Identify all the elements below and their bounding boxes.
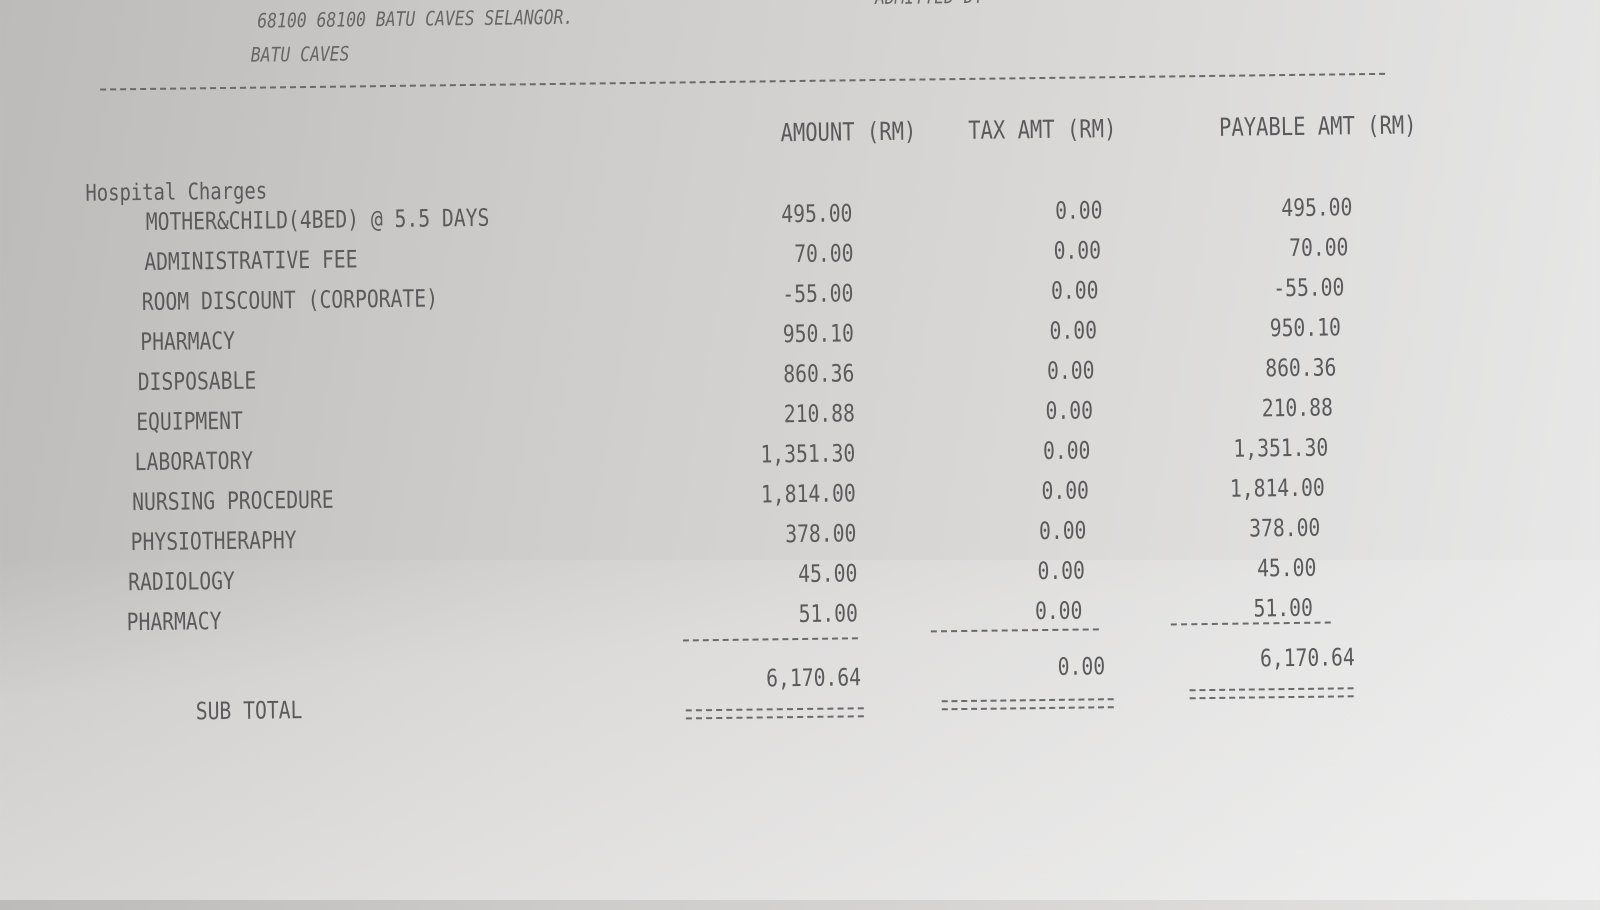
- header-divider: [100, 72, 1386, 91]
- row-tax: 0.00: [1047, 356, 1095, 385]
- row-payable: 1,351.30: [1233, 433, 1329, 463]
- table-row: ADMINISTRATIVE FEE 70.00 0.00 70.00: [0, 0, 1595, 276]
- column-header-amount: AMOUNT (RM): [780, 116, 917, 148]
- subtotal-tax: 0.00: [1057, 652, 1106, 681]
- row-amount: 70.00: [793, 239, 854, 269]
- table-row: PHARMACY 51.00 0.00 51.00: [0, 0, 1595, 636]
- table-row: PHYSIOTHERAPHY 378.00 0.00 378.00: [0, 0, 1595, 557]
- row-label: PHARMACY: [139, 326, 235, 357]
- row-payable: 45.00: [1257, 553, 1317, 583]
- row-payable: -55.00: [1273, 273, 1345, 303]
- row-payable: 51.00: [1253, 593, 1313, 623]
- row-label: ROOM DISCOUNT (CORPORATE): [141, 284, 439, 317]
- table-row: RADIOLOGY 45.00 0.00 45.00: [0, 0, 1595, 597]
- row-tax: 0.00: [1055, 196, 1103, 225]
- column-header-payable: PAYABLE AMT (RM): [1219, 110, 1417, 142]
- row-amount: 495.00: [781, 199, 853, 229]
- row-amount: -55.00: [782, 279, 854, 309]
- row-payable: 70.00: [1289, 233, 1349, 263]
- row-amount: 210.88: [783, 399, 856, 429]
- row-tax: 0.00: [1051, 276, 1099, 305]
- row-tax: 0.00: [1039, 516, 1087, 546]
- row-label: NURSING PROCEDURE: [132, 485, 334, 517]
- row-amount: 378.00: [785, 519, 857, 549]
- subtotal-label: SUB TOTAL: [195, 696, 303, 726]
- table-row: NURSING PROCEDURE 1,814.00 0.00 1,814.00: [0, 0, 1595, 517]
- amount-underline: [682, 637, 858, 642]
- column-header-tax: TAX AMT (RM): [968, 114, 1117, 145]
- row-payable: 950.10: [1269, 313, 1341, 343]
- row-tax: 0.00: [1043, 436, 1091, 466]
- row-label: RADIOLOGY: [128, 566, 236, 597]
- address-line-1: 68100 68100 BATU CAVES SELANGOR.: [257, 4, 574, 33]
- row-amount: 1,814.00: [761, 479, 857, 509]
- row-tax: 0.00: [1053, 236, 1101, 265]
- row-tax: 0.00: [1041, 476, 1089, 506]
- table-row: LABORATORY 1,351.30 0.00 1,351.30: [0, 0, 1595, 477]
- row-payable: 860.36: [1265, 353, 1337, 383]
- table-row: PHARMACY 950.10 0.00 950.10: [0, 0, 1595, 356]
- section-title: Hospital Charges: [85, 178, 268, 207]
- table-row: ROOM DISCOUNT (CORPORATE) -55.00 0.00 -55.0…: [0, 0, 1595, 316]
- row-label: ADMINISTRATIVE FEE: [143, 245, 358, 277]
- row-label: LABORATORY: [134, 446, 253, 477]
- tax-underline: [930, 628, 1099, 633]
- subtotal-payable: 6,170.64: [1260, 643, 1356, 673]
- row-label: EQUIPMENT: [136, 406, 244, 437]
- address-line-2: BATU CAVES: [250, 41, 350, 67]
- row-tax: 0.00: [1035, 596, 1083, 626]
- row-amount: 51.00: [798, 599, 858, 629]
- table-row: MOTHER&CHILD(4BED) @ 5.5 DAYS 495.00 0.00 4…: [0, 0, 1595, 236]
- subtotal-amount: 6,170.64: [766, 663, 862, 693]
- row-tax: 0.00: [1049, 316, 1097, 345]
- row-amount: 45.00: [797, 559, 858, 589]
- row-payable: 495.00: [1281, 193, 1353, 223]
- row-label: DISPOSABLE: [137, 366, 257, 397]
- amount-double-underline: [685, 707, 864, 720]
- row-payable: 210.88: [1261, 393, 1333, 423]
- row-amount: 860.36: [783, 359, 855, 389]
- admitted-date-label: ADMITTED DT: [875, 0, 984, 9]
- row-payable: 378.00: [1249, 513, 1321, 543]
- row-amount: 1,351.30: [760, 439, 856, 469]
- payable-double-underline: [1189, 687, 1354, 700]
- row-tax: 0.00: [1037, 556, 1085, 586]
- table-row: EQUIPMENT 210.88 0.00 210.88: [0, 0, 1595, 436]
- row-amount: 950.10: [782, 319, 855, 349]
- row-label: MOTHER&CHILD(4BED) @ 5.5 DAYS: [145, 203, 490, 236]
- row-label: PHYSIOTHERAPHY: [130, 526, 297, 557]
- row-tax: 0.00: [1045, 396, 1093, 426]
- charges-table: MOTHER&CHILD(4BED) @ 5.5 DAYS 495.00 0.00 4…: [0, 0, 1595, 636]
- tax-double-underline: [941, 698, 1114, 711]
- row-label: PHARMACY: [126, 607, 222, 637]
- payable-underline: [1170, 621, 1331, 626]
- row-payable: 1,814.00: [1229, 473, 1325, 503]
- table-row: DISPOSABLE 860.36 0.00 860.36: [0, 0, 1595, 396]
